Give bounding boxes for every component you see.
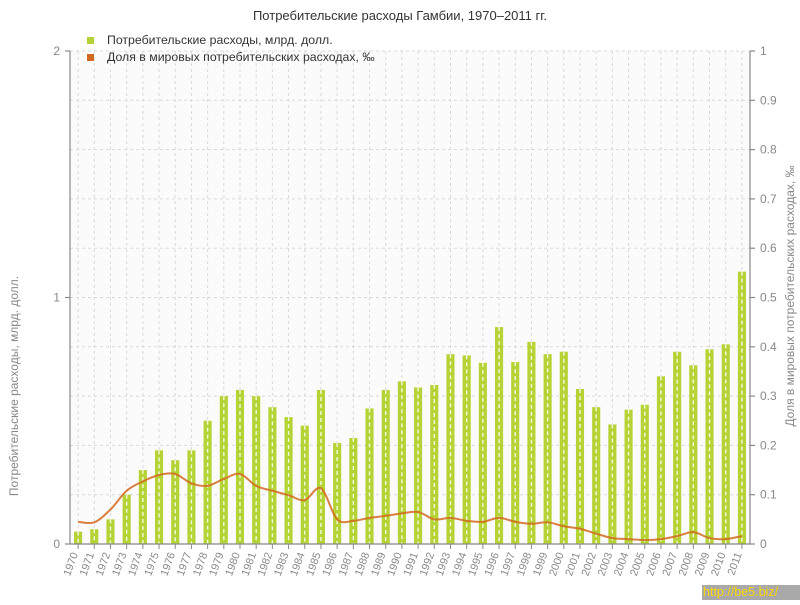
svg-text:0.8: 0.8 [760, 143, 777, 157]
svg-text:0.6: 0.6 [760, 241, 777, 255]
svg-text:0.3: 0.3 [760, 389, 777, 403]
svg-text:0.9: 0.9 [760, 93, 777, 107]
svg-text:1: 1 [53, 291, 60, 305]
svg-text:0.1: 0.1 [760, 488, 777, 502]
svg-text:0: 0 [53, 537, 60, 551]
svg-text:1: 1 [760, 44, 767, 58]
svg-text:0: 0 [760, 537, 767, 551]
svg-text:0.7: 0.7 [760, 192, 777, 206]
svg-text:0.5: 0.5 [760, 291, 777, 305]
svg-text:0.2: 0.2 [760, 438, 777, 452]
svg-text:2: 2 [53, 44, 60, 58]
svg-text:0.4: 0.4 [760, 340, 777, 354]
